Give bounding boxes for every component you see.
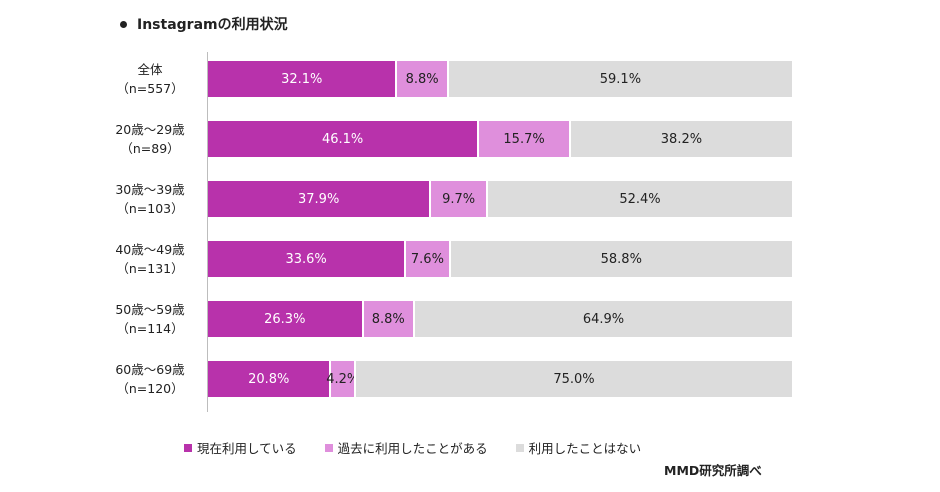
legend-item-past: 過去に利用したことがある: [324, 438, 488, 457]
stacked-bar: 32.1% 8.8% 59.1%: [208, 61, 792, 97]
category-sample-size: （n=120）: [116, 381, 184, 396]
legend-swatch: [184, 443, 192, 452]
data-label: 8.8%: [405, 71, 439, 87]
data-label: 7.6%: [410, 251, 444, 267]
data-label: 75.0%: [553, 371, 595, 387]
bar-segment-never: 58.8%: [448, 241, 792, 277]
chart-title-text: Instagramの利用状況: [137, 17, 288, 33]
bar-segment-never: 52.4%: [485, 181, 792, 217]
data-label: 26.3%: [264, 311, 306, 327]
legend-item-never: 利用したことはない: [515, 438, 642, 457]
category-sample-size: （n=557）: [116, 81, 184, 96]
data-label: 4.2%: [326, 371, 360, 387]
stacked-bar: 46.1% 15.7% 38.2%: [208, 121, 792, 157]
bar-segment-past: 7.6%: [404, 241, 449, 277]
category-label: 50歳～59歳 （n=114）: [100, 300, 200, 338]
bar-segment-never: 38.2%: [568, 121, 792, 157]
bar-segment-never: 75.0%: [353, 361, 792, 397]
category-name: 30歳～39歳: [115, 182, 185, 197]
data-label: 33.6%: [285, 251, 327, 267]
category-sample-size: （n=131）: [116, 261, 184, 276]
bar-segment-current: 46.1%: [208, 121, 478, 157]
category-name: 全体: [137, 62, 163, 77]
category-name: 60歳～69歳: [115, 362, 185, 377]
data-label: 8.8%: [371, 311, 405, 327]
source-note: MMD研究所調べ: [664, 463, 762, 478]
category-label: 60歳～69歳 （n=120）: [100, 360, 200, 398]
legend-label: 利用したことはない: [528, 441, 642, 456]
bar-segment-past: 15.7%: [477, 121, 569, 157]
bar-segment-past: 9.7%: [429, 181, 486, 217]
data-label: 15.7%: [503, 131, 545, 147]
legend-label: 現在利用している: [197, 441, 297, 456]
bar-segment-current: 33.6%: [208, 241, 405, 277]
category-axis-line: [207, 52, 208, 412]
data-label: 9.7%: [442, 191, 476, 207]
legend: 現在利用している 過去に利用したことがある 利用したことはない: [184, 438, 641, 457]
data-label: 58.8%: [600, 251, 642, 267]
legend-swatch: [515, 443, 524, 452]
category-sample-size: （n=103）: [116, 201, 184, 216]
data-label: 32.1%: [281, 71, 323, 87]
bullet-icon: [120, 20, 127, 28]
category-sample-size: （n=114）: [116, 321, 184, 336]
bar-segment-current: 26.3%: [208, 301, 362, 337]
data-label: 46.1%: [321, 131, 364, 147]
stacked-bar: 37.9% 9.7% 52.4%: [208, 181, 792, 217]
bar-segment-past: 8.8%: [361, 301, 413, 337]
legend-swatch: [324, 443, 333, 452]
data-label: 64.9%: [582, 311, 625, 327]
data-label: 59.1%: [599, 71, 642, 87]
stacked-bar: 33.6% 7.6% 58.8%: [208, 241, 792, 277]
category-label: 全体 （n=557）: [100, 60, 200, 98]
stacked-bar: 26.3% 8.8% 64.9%: [208, 301, 792, 337]
bar-segment-current: 32.1%: [208, 61, 396, 97]
category-name: 50歳～59歳: [115, 302, 185, 317]
category-label: 40歳～49歳 （n=131）: [100, 240, 200, 278]
category-name: 40歳～49歳: [115, 242, 185, 257]
bar-segment-past: 4.2%: [326, 361, 359, 397]
category-sample-size: （n=89）: [120, 141, 180, 156]
data-label: 20.8%: [248, 371, 290, 387]
data-label: 38.2%: [660, 131, 703, 147]
category-label: 20歳～29歳 （n=89）: [100, 120, 200, 158]
category-name: 20歳～29歳: [115, 122, 185, 137]
category-label: 30歳～39歳 （n=103）: [100, 180, 200, 218]
bar-segment-current: 20.8%: [208, 361, 330, 397]
legend-item-current: 現在利用している: [184, 438, 297, 457]
bar-segment-never: 64.9%: [412, 301, 792, 337]
legend-label: 過去に利用したことがある: [337, 441, 488, 456]
bar-segment-past: 8.8%: [395, 61, 447, 97]
chart-title: Instagramの利用状況: [120, 14, 288, 34]
data-label: 37.9%: [298, 191, 340, 207]
stacked-bar: 20.8% 4.2% 75.0%: [208, 361, 792, 397]
bar-segment-never: 59.1%: [446, 61, 792, 97]
data-label: 52.4%: [619, 191, 661, 207]
bar-segment-current: 37.9%: [208, 181, 430, 217]
